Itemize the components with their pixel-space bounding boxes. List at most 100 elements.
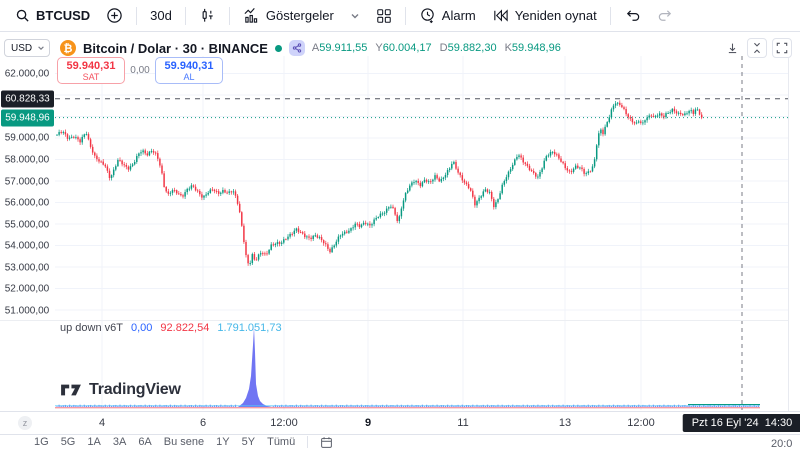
price-axis-label: 52.000,00 (4, 283, 50, 295)
undo-button[interactable] (617, 3, 648, 28)
tradingview-watermark: TradingView (60, 381, 181, 399)
bottom-toolbar: 1G 5G 1A 3A 6A Bu sene 1Y 5Y Tümü (0, 434, 800, 449)
fullscreen-icon (776, 42, 788, 54)
price-axis-label: 62.000,00 (4, 68, 50, 79)
time-tick-label: 12:00 (270, 417, 298, 429)
clock-label[interactable]: 20:0 (771, 438, 793, 449)
pane-controls (722, 38, 792, 58)
price-axis-label: 54.000,00 (4, 240, 50, 252)
ohlc-values: A59.911,55 Y60.004,17 D59.882,30 K59.948,96 (312, 42, 561, 54)
chevron-down-icon (38, 46, 44, 50)
ohlc-item: K59.948,96 (504, 42, 561, 54)
replay-label: Yeniden oynat (514, 8, 597, 23)
chart-type-button[interactable] (192, 3, 223, 28)
time-tick-label: 11 (457, 417, 469, 429)
sell-button[interactable]: 59.940,31 SAT (57, 57, 125, 84)
price-axis-label: 53.000,00 (4, 262, 50, 273)
toolbar-separator (228, 6, 230, 25)
buy-button[interactable]: 59.940,31 AL (155, 57, 223, 84)
ohlc-item: A59.911,55 (311, 42, 368, 54)
time-tick-label: 6 (199, 417, 207, 429)
top-toolbar: BTCUSD 30d Göstergeler (0, 0, 800, 32)
sell-price: 59.940,31 (66, 59, 116, 72)
panel-divider[interactable] (0, 320, 788, 321)
timezone-badge[interactable]: z (18, 416, 32, 430)
ohlc-item: Y60.004,17 (375, 42, 432, 54)
symbol-search-label: BTCUSD (36, 8, 91, 23)
time-tick-label: 12:00 (627, 417, 655, 429)
replay-rewind-icon (494, 9, 508, 22)
price-axis-label: 56.000,00 (4, 197, 50, 209)
price-axis-label: 58.000,00 (4, 154, 50, 166)
range-button-bu-sene[interactable]: Bu sene (163, 436, 205, 448)
replay-button[interactable]: Yeniden oynat (485, 3, 604, 28)
tradingview-logo-icon (61, 384, 81, 396)
collapse-pane-button[interactable] (747, 38, 767, 58)
price-axis-label: 55.000,00 (4, 219, 50, 230)
price-axis-label: 51.000,00 (4, 305, 50, 316)
range-button-1a[interactable]: 1A (87, 436, 101, 448)
indicator-legend[interactable]: up down v6T 0,00 92.822,54 1.791.051,73 (60, 322, 282, 334)
currency-select[interactable]: USD (4, 39, 50, 57)
symbol-search-button[interactable]: BTCUSD (8, 4, 97, 27)
indicator-value-2: 92.822,54 (160, 322, 210, 334)
collapse-icon (754, 42, 760, 54)
last-price-badge: 59.948,96 (1, 109, 54, 126)
time-tick-label: 9 (364, 417, 372, 429)
symbol-title[interactable]: Bitcoin / Dolar · 30 · BINANCE (83, 40, 268, 56)
indicator-value-1: 0,00 (130, 322, 153, 334)
layout-grid-button[interactable] (369, 4, 399, 28)
toolbar-separator (404, 6, 406, 25)
candlestick-chart-icon (202, 8, 213, 22)
market-status-dot (274, 44, 282, 52)
fullscreen-button[interactable] (772, 38, 792, 58)
redo-button[interactable] (650, 3, 681, 28)
range-button-3a[interactable]: 3A (112, 436, 127, 448)
toolbar-separator (609, 6, 611, 25)
alarm-clock-icon (421, 8, 434, 24)
bitcoin-logo-icon: ₿ (60, 40, 76, 56)
share-button[interactable] (288, 40, 305, 56)
download-button[interactable] (722, 38, 742, 58)
trade-buttons: 59.940,31 SAT 0,00 59.940,31 AL (57, 57, 223, 84)
buy-label: AL (183, 71, 195, 82)
alarm-label: Alarm (441, 8, 476, 23)
sell-label: SAT (82, 71, 100, 82)
time-tick-label: 13 (558, 417, 572, 429)
range-button-1g[interactable]: 1G (34, 436, 49, 448)
price-axis-label: 57.000,00 (4, 176, 50, 187)
range-button-1y[interactable]: 1Y (216, 436, 230, 448)
price-axis-label: 59.000,00 (4, 132, 50, 144)
range-button-6a[interactable]: 6A (138, 436, 152, 448)
range-button-5y[interactable]: 5Y (241, 436, 256, 448)
indicator-templates-button[interactable] (343, 7, 367, 25)
time-tick-label: 4 (98, 417, 106, 429)
time-axis[interactable]: 4 6 12:00 9 11 13 12:00 Pzt 16 Eyl '24 14:30 (0, 411, 800, 434)
compare-add-button[interactable] (99, 3, 130, 28)
toolbar-separator (184, 6, 186, 25)
undo-icon (626, 10, 639, 21)
range-buttons: 1G 5G 1A 3A 6A Bu sene 1Y 5Y Tümü (34, 436, 295, 448)
watermark-text: TradingView (89, 381, 181, 398)
crosshair-price-badge: 60.828,33 (1, 90, 54, 108)
spread-value: 0,00 (130, 65, 150, 76)
go-to-date-button[interactable] (320, 436, 333, 449)
interval-button[interactable]: 30d (143, 4, 179, 27)
share-nodes-icon (292, 43, 302, 53)
crosshair-time-badge: Pzt 16 Eyl '24 14:30 (682, 414, 800, 432)
buy-price: 59.940,31 (164, 59, 214, 72)
chevron-down-icon (351, 13, 359, 18)
toolbar-separator (136, 6, 138, 25)
indicators-icon (244, 8, 258, 23)
range-button-tümü[interactable]: Tümü (267, 436, 296, 448)
indicator-value-3: 1.791.051,73 (217, 322, 282, 334)
indicators-button[interactable]: Göstergeler (236, 3, 341, 28)
alarm-button[interactable]: Alarm (412, 3, 483, 28)
interval-label: 30d (150, 8, 172, 23)
indicator-name: up down v6T (60, 322, 123, 334)
calendar-icon (321, 436, 333, 448)
search-icon (16, 9, 29, 22)
ohlc-item: D59.882,30 (439, 42, 497, 54)
range-button-5g[interactable]: 5G (60, 436, 76, 448)
